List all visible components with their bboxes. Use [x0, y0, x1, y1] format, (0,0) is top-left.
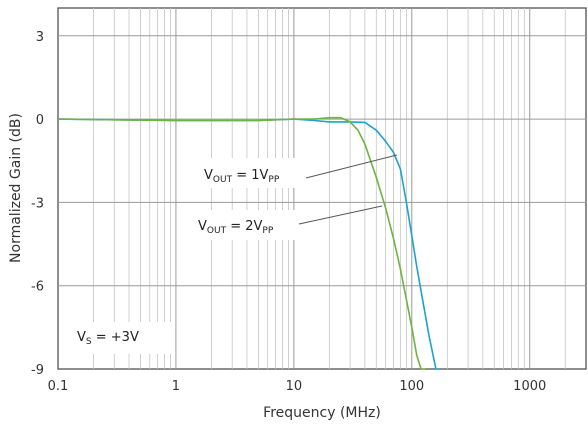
annotation-vs: VS = +3V: [77, 330, 139, 347]
series-line-1: [57, 116, 426, 370]
gridlines: [58, 8, 586, 369]
annotation-vout1: VOUT = 1VPP: [204, 168, 280, 185]
annotation-vout2: VOUT = 2VPP: [198, 219, 274, 236]
x-tick-label: 100: [399, 379, 424, 394]
annotation-box-vout1: [194, 158, 306, 188]
leader-line-vout1: [305, 154, 398, 179]
x-axis-label: Frequency (MHz): [263, 405, 381, 421]
y-axis-label: Normalized Gain (dB): [8, 113, 24, 263]
y-tick-label: -9: [31, 363, 44, 378]
series-lines: [57, 116, 439, 370]
x-tick-label: 1: [172, 379, 180, 394]
y-tick-label: 3: [36, 30, 44, 45]
x-tick-label: 1000: [513, 379, 546, 394]
plot-frame: [57, 7, 587, 370]
tick-labels: 0.1 1 10 100 1000 3 0 -3 -6 -9: [31, 30, 546, 394]
annotation-box-vout2: [192, 210, 299, 240]
x-tick-label: 10: [286, 379, 303, 394]
leader-line-vout2: [298, 205, 383, 225]
x-tick-label: 0.1: [48, 379, 69, 394]
y-tick-label: -6: [31, 280, 44, 295]
annotation-box-vs: [70, 322, 174, 354]
y-tick-label: 0: [36, 113, 44, 128]
y-tick-label: -3: [31, 196, 44, 211]
